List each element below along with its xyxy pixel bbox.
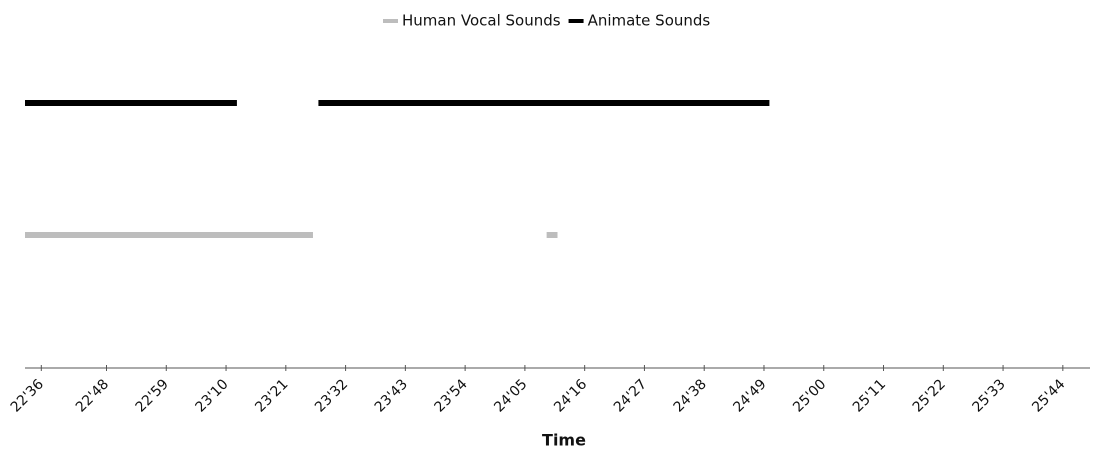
x-tick-label: 24'16 [551, 376, 590, 415]
x-tick-label: 23'43 [372, 376, 411, 415]
x-tick-label: 23'54 [432, 376, 471, 415]
x-tick-label: 24'49 [730, 376, 769, 415]
x-tick-label: 22'36 [8, 376, 47, 415]
x-tick-label: 22'48 [73, 376, 112, 415]
x-tick-label: 23'10 [192, 376, 231, 415]
x-tick-label: 25'22 [910, 376, 949, 415]
legend-label: Human Vocal Sounds [402, 12, 561, 30]
x-tick-label: 23'21 [252, 376, 291, 415]
x-tick-label: 24'38 [671, 376, 710, 415]
x-axis-label: Time [542, 431, 586, 450]
x-tick-label: 25'00 [790, 376, 829, 415]
x-tick-label: 22'59 [133, 376, 172, 415]
x-tick-label: 24'05 [491, 376, 530, 415]
x-tick-label: 25'44 [1029, 376, 1068, 415]
legend-label: Animate Sounds [588, 12, 711, 30]
x-tick-label: 25'33 [969, 376, 1008, 415]
x-tick-label: 25'11 [850, 376, 889, 415]
x-tick-label: 23'32 [312, 376, 351, 415]
x-tick-label: 24'27 [611, 376, 650, 415]
